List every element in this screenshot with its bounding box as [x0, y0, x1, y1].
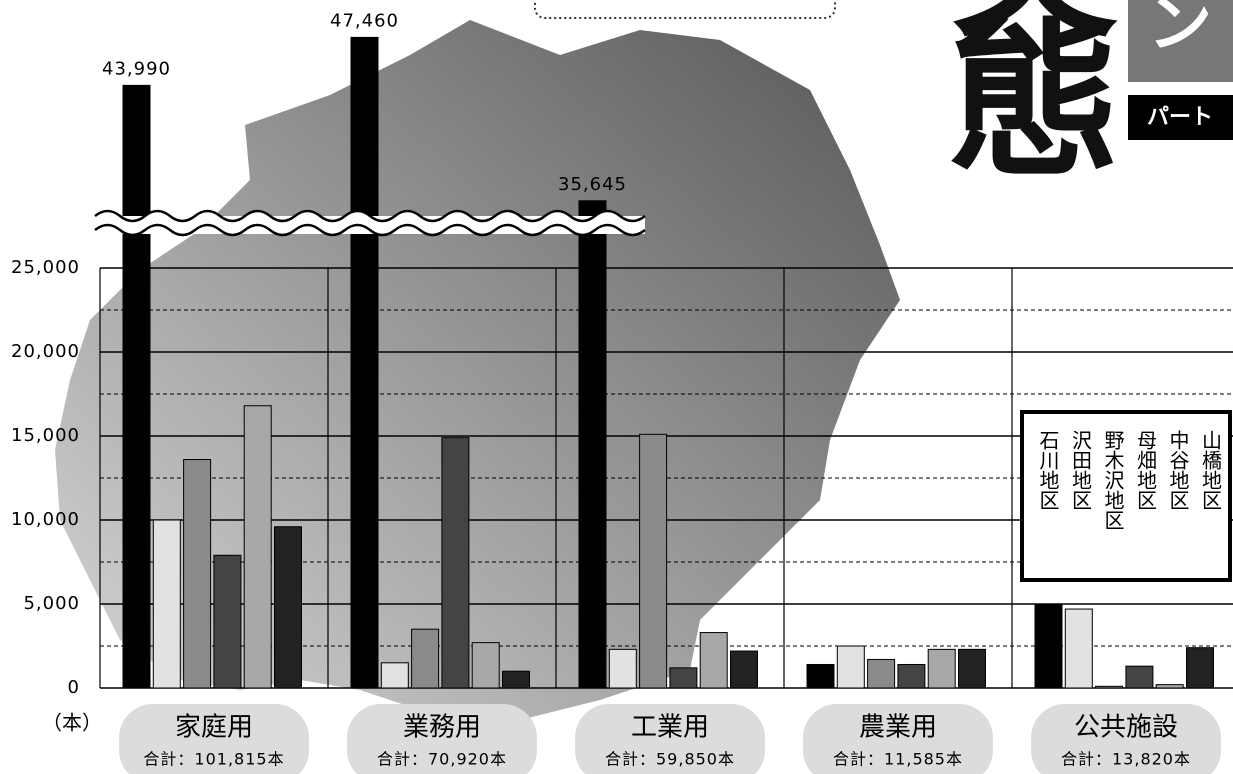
legend-label: 山橋地区 — [1199, 430, 1223, 510]
category-total: 合計：13,820本 — [1061, 750, 1191, 769]
bar — [639, 433, 668, 689]
x-tick-label: 家庭用 — [175, 713, 253, 743]
bar — [213, 554, 242, 689]
legend-label: 母畑地区 — [1134, 430, 1158, 510]
y-tick-label: 15,000 — [11, 425, 80, 446]
x-tick-label: 公共施設 — [1074, 713, 1178, 743]
bar — [1034, 603, 1063, 689]
y-tick-label: 5,000 — [23, 593, 80, 614]
bar — [441, 437, 470, 689]
category-pill — [803, 704, 993, 774]
axis-break-line — [94, 209, 646, 223]
category-pill — [1031, 704, 1221, 774]
category-total: 合計：70,920本 — [377, 750, 507, 769]
bar — [183, 459, 212, 689]
bar — [730, 650, 758, 689]
value-label: 47,460 — [330, 10, 399, 31]
legend-label: 中谷地区 — [1166, 430, 1190, 510]
bar — [411, 628, 440, 689]
bar — [502, 670, 530, 689]
tab-label-box — [1128, 95, 1233, 140]
tab — [1128, 0, 1233, 82]
bar — [958, 648, 986, 689]
bar — [1186, 647, 1214, 689]
category-pill — [575, 704, 765, 774]
category-total: 合計：59,850本 — [605, 750, 735, 769]
top-box — [534, 0, 836, 19]
bar — [122, 84, 151, 689]
tab-text: ン — [1148, 0, 1212, 62]
y-tick-label: 10,000 — [11, 509, 80, 530]
bar — [669, 667, 698, 689]
bar — [471, 642, 500, 689]
category-total: 合計：101,815本 — [143, 750, 284, 769]
bar — [1155, 684, 1184, 689]
y-tick-label: 20,000 — [11, 341, 80, 362]
bar — [578, 200, 607, 689]
x-tick-label: 農業用 — [859, 713, 937, 743]
bar — [927, 648, 956, 689]
bar — [1064, 608, 1093, 689]
legend-label: 石川地区 — [1036, 430, 1060, 510]
bar — [608, 648, 637, 689]
x-tick-label: 工業用 — [631, 713, 709, 743]
category-pill — [347, 704, 537, 774]
bar — [350, 36, 379, 689]
category-pill — [119, 704, 309, 774]
heading: 実態 — [920, 0, 1120, 175]
bar — [836, 645, 865, 689]
bar — [1125, 665, 1154, 689]
legend-label: 沢田地区 — [1069, 430, 1093, 510]
bar — [897, 663, 926, 689]
bar — [699, 632, 728, 689]
bar — [867, 658, 896, 689]
bar — [274, 526, 302, 689]
bar — [806, 663, 835, 689]
y-axis-label: （本） — [42, 711, 102, 735]
x-tick-label: 業務用 — [403, 713, 481, 743]
axis-break-line — [94, 223, 646, 237]
category-total: 合計：11,585本 — [833, 750, 963, 769]
tab-label: パート — [1147, 105, 1213, 130]
y-tick-label: 25,000 — [11, 257, 80, 278]
bar — [152, 519, 181, 689]
value-label: 35,645 — [558, 174, 627, 195]
y-tick-label: 0 — [68, 677, 80, 698]
value-label: 43,990 — [102, 58, 171, 79]
legend-label: 野木沢地区 — [1101, 430, 1125, 530]
legend — [1020, 410, 1232, 582]
bar — [1095, 685, 1124, 689]
bar — [380, 662, 409, 689]
bar — [243, 405, 272, 689]
